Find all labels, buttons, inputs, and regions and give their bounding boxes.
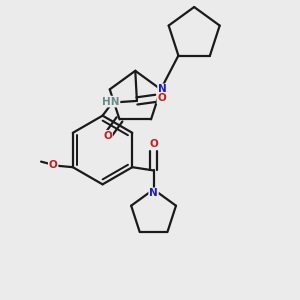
Text: O: O	[158, 93, 166, 103]
Text: N: N	[158, 84, 167, 94]
Text: N: N	[149, 188, 158, 198]
Text: HN: HN	[102, 97, 119, 106]
Text: O: O	[49, 160, 58, 170]
Text: O: O	[103, 131, 112, 141]
Text: O: O	[149, 139, 158, 149]
